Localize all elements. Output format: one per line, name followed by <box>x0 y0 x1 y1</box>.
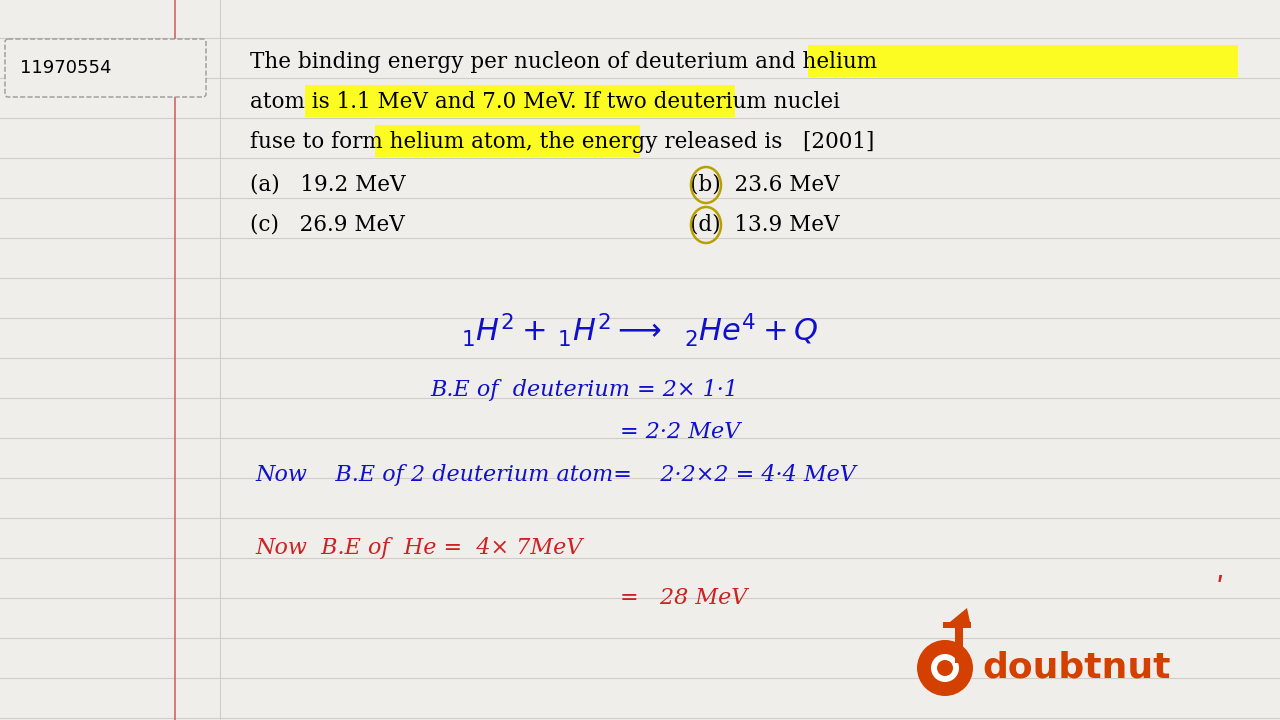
Bar <box>808 45 1238 77</box>
Text: The binding energy per nucleon of deuterium and helium: The binding energy per nucleon of deuter… <box>250 51 877 73</box>
Circle shape <box>916 640 973 696</box>
Text: (c)   26.9 MeV: (c) 26.9 MeV <box>250 214 404 236</box>
Text: ʹ: ʹ <box>1216 575 1224 605</box>
Text: $_{1}H^{2}+\,_{1}H^{2}\longrightarrow\;\;_{2}He^{4}+Q$: $_{1}H^{2}+\,_{1}H^{2}\longrightarrow\;\… <box>461 311 819 348</box>
Polygon shape <box>950 608 970 622</box>
Text: =   28 MeV: = 28 MeV <box>620 587 748 609</box>
Text: (b)  23.6 MeV: (b) 23.6 MeV <box>690 174 840 196</box>
Bar <box>955 628 963 663</box>
Circle shape <box>937 660 954 676</box>
Text: fuse to form helium atom, the energy released is   [2001]: fuse to form helium atom, the energy rel… <box>250 131 874 153</box>
Bar <box>375 125 640 157</box>
Text: B.E of  deuterium = 2× 1·1: B.E of deuterium = 2× 1·1 <box>430 379 739 401</box>
Text: (d)  13.9 MeV: (d) 13.9 MeV <box>690 214 840 236</box>
Text: atom is 1.1 MeV and 7.0 MeV. If two deuterium nuclei: atom is 1.1 MeV and 7.0 MeV. If two deut… <box>250 91 840 113</box>
Text: Now    B.E of 2 deuterium atom=    2·2×2 = 4·4 MeV: Now B.E of 2 deuterium atom= 2·2×2 = 4·4… <box>255 464 856 486</box>
Circle shape <box>931 654 959 682</box>
Text: doubtnut: doubtnut <box>982 651 1170 685</box>
Bar <box>943 622 972 628</box>
FancyBboxPatch shape <box>5 39 206 97</box>
Text: Now  B.E of  He =  4× 7MeV: Now B.E of He = 4× 7MeV <box>255 537 582 559</box>
Text: (a)   19.2 MeV: (a) 19.2 MeV <box>250 174 406 196</box>
Text: = 2·2 MeV: = 2·2 MeV <box>620 421 740 443</box>
Bar <box>305 85 735 117</box>
Text: 11970554: 11970554 <box>20 59 111 77</box>
